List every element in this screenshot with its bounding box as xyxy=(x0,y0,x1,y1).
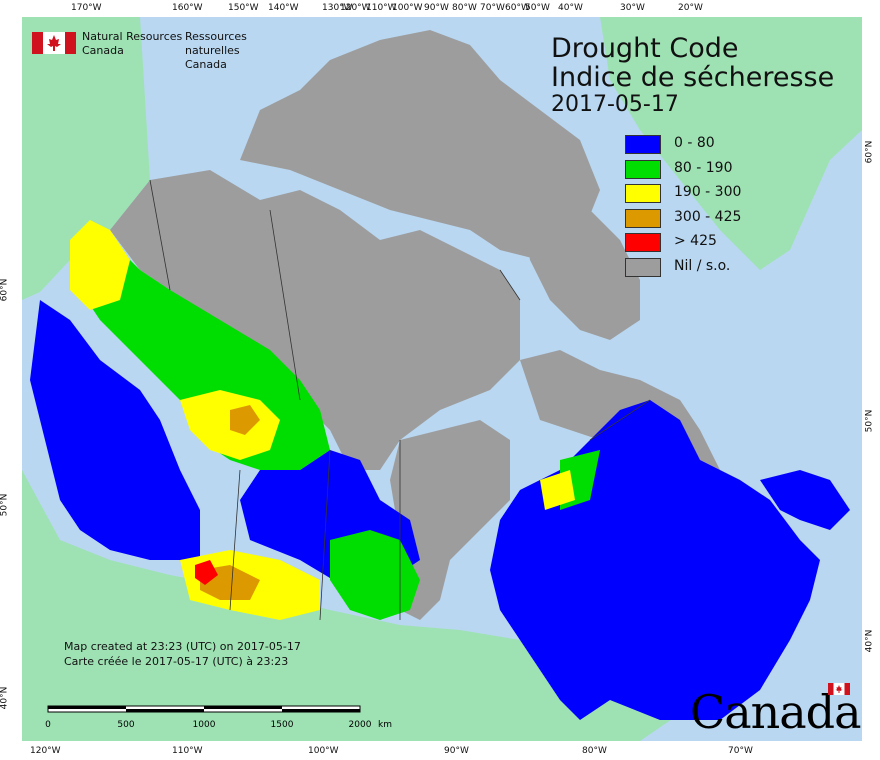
blue-bc-west xyxy=(30,300,200,560)
greenland-land xyxy=(600,17,862,270)
lon-tick-top: 50°W xyxy=(525,3,550,13)
orange-nwt xyxy=(230,405,260,435)
scale-label: 1500 xyxy=(271,720,294,730)
lon-tick-bottom: 110°W xyxy=(172,746,203,756)
title-fr: Indice de sécheresse xyxy=(551,62,835,93)
scale-bar: 0 500 1000 1500 2000 km xyxy=(45,705,392,730)
yellow-yukon xyxy=(70,220,130,310)
org-en-line2: Canada xyxy=(82,44,124,57)
scale-label: 0 xyxy=(45,720,51,730)
province-borders xyxy=(149,179,651,621)
legend-label: 0 - 80 xyxy=(674,135,715,151)
lon-tick-bottom: 80°W xyxy=(582,746,607,756)
lon-tick-top: 170°W xyxy=(71,3,102,13)
lon-tick-top: 80°W xyxy=(452,3,477,13)
scale-label: 2000 xyxy=(349,720,372,730)
lon-tick-bottom: 100°W xyxy=(308,746,339,756)
lon-tick-top: 130°W xyxy=(322,3,353,13)
legend-swatch xyxy=(625,159,661,179)
creation-note: Map created at 23:23 (UTC) on 2017-05-17… xyxy=(64,639,301,669)
lon-tick-top: 30°W xyxy=(620,3,645,13)
legend-label: 190 - 300 xyxy=(674,184,742,201)
map-title: Drought Code Indice de sécheresse xyxy=(551,34,834,92)
alaska-land xyxy=(22,17,150,300)
canada-flag-icon xyxy=(32,32,76,54)
lat-tick-left: 60°N xyxy=(0,278,10,302)
scale-label: 500 xyxy=(117,720,134,730)
nil-arctic-islands xyxy=(240,30,600,260)
yellow-hudson xyxy=(540,470,575,510)
scale-unit: km xyxy=(378,720,392,730)
lat-tick-left: 40°N xyxy=(0,686,10,710)
lon-tick-top: 110°W xyxy=(366,3,397,13)
lon-tick-bottom: 90°W xyxy=(444,746,469,756)
lat-tick-left: 50°N xyxy=(0,493,10,517)
lon-tick-top: 40°W xyxy=(558,3,583,13)
legend-label: 300 - 425 xyxy=(674,208,742,225)
legend-swatch xyxy=(625,135,661,154)
created-en: Map created at 23:23 (UTC) on 2017-05-17 xyxy=(64,640,301,653)
usa-land xyxy=(22,470,800,741)
lon-tick-top: 160°W xyxy=(172,3,203,13)
green-prairie-east xyxy=(330,530,420,620)
legend-swatch xyxy=(625,233,661,253)
org-name-fr: Ressources naturelles Canada xyxy=(185,30,247,72)
blue-labrador-east xyxy=(760,470,850,530)
government-signature: Natural Resources Canada Ressources natu… xyxy=(30,30,247,71)
legend-swatch xyxy=(625,208,661,228)
lon-tick-top: 120°W xyxy=(340,3,371,13)
lon-tick-top: 140°W xyxy=(268,3,299,13)
nil-north-mainland xyxy=(110,170,520,470)
lon-tick-top: 100°W xyxy=(392,3,423,13)
scale-label: 1000 xyxy=(193,720,216,730)
lon-tick-bottom: 120°W xyxy=(30,746,61,756)
canada-wordmark: Canada xyxy=(690,683,862,739)
title-en: Drought Code xyxy=(551,33,739,64)
legend-label: 80 - 190 xyxy=(674,159,733,176)
lat-tick-right: 50°N xyxy=(864,409,875,433)
red-alberta xyxy=(195,560,218,585)
org-fr-line2: Canada xyxy=(185,58,227,71)
lon-tick-top: 60°W xyxy=(505,3,530,13)
drought-code-map xyxy=(22,17,862,741)
org-fr-line1: Ressources naturelles xyxy=(185,30,247,57)
lon-tick-top: 150°W xyxy=(228,3,259,13)
org-name-en: Natural Resources Canada xyxy=(82,30,182,58)
lat-tick-right: 40°N xyxy=(864,629,875,653)
nil-ontario-east xyxy=(390,420,510,620)
lon-tick-top: 70°W xyxy=(480,3,505,13)
nil-baffin xyxy=(520,190,640,340)
wordmark-flag-icon xyxy=(828,683,850,695)
lon-tick-top: 90°W xyxy=(424,3,449,13)
lon-tick-bottom: 70°W xyxy=(728,746,753,756)
lat-tick-right: 60°N xyxy=(864,140,875,164)
map-date: 2017-05-17 xyxy=(551,92,679,117)
legend-label: > 425 xyxy=(674,233,717,250)
lon-tick-top: 20°W xyxy=(678,3,703,13)
org-en-line1: Natural Resources xyxy=(82,30,183,43)
legend-swatch xyxy=(625,257,661,277)
legend-swatch xyxy=(625,184,661,204)
legend-label: Nil / s.o. xyxy=(674,257,731,274)
created-fr: Carte créée le 2017-05-17 (UTC) à 23:23 xyxy=(64,655,289,668)
